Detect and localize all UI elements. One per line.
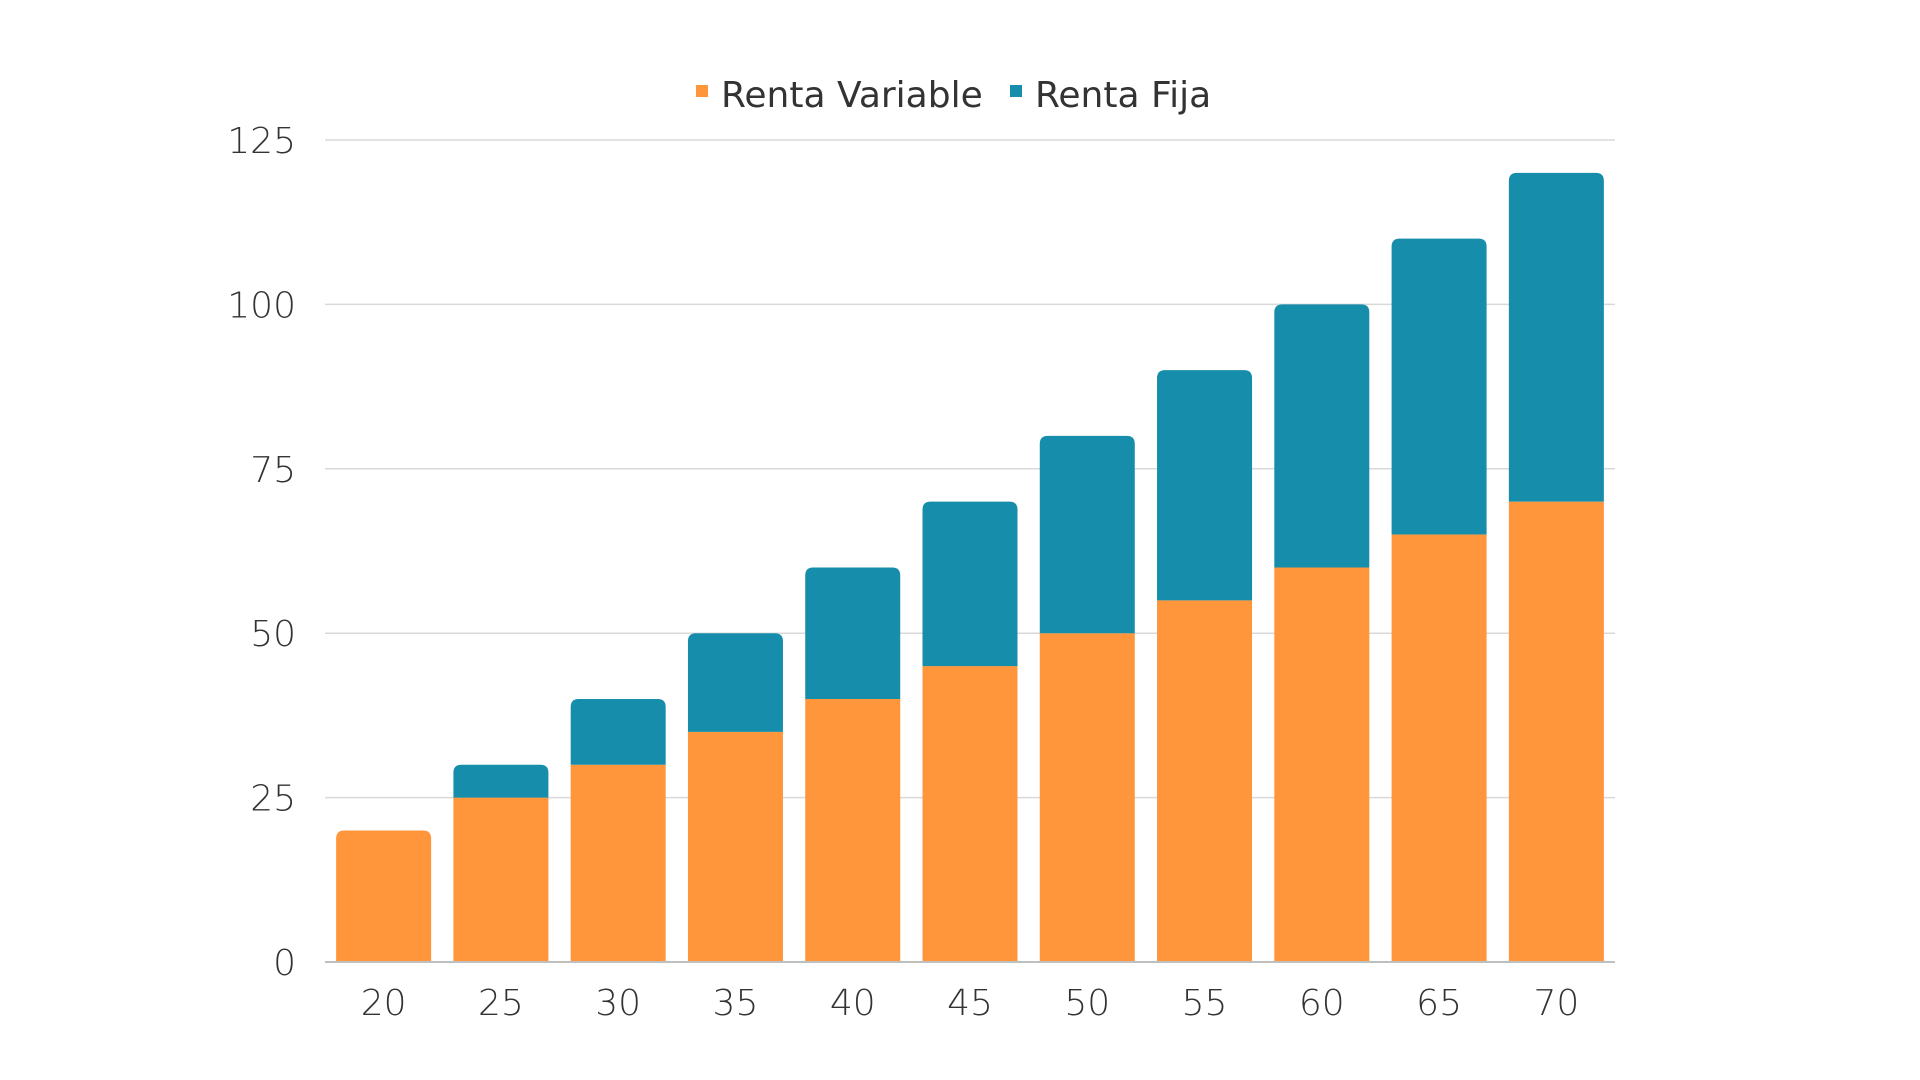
bar-renta-fija-35 (687, 633, 783, 732)
x-tick-label: 70 (1533, 983, 1579, 1024)
bar-renta-variable-35 (687, 731, 783, 962)
y-tick-label: 0 (273, 943, 296, 984)
bar-renta-fija-25 (453, 764, 549, 798)
x-tick-label: 55 (1182, 983, 1228, 1024)
x-tick-label: 50 (1064, 983, 1110, 1024)
bar-renta-fija-45 (922, 501, 1018, 667)
y-axis: 0 25 50 75 100 125 (227, 121, 296, 984)
y-tick-label: 75 (250, 450, 296, 491)
y-tick-label: 100 (227, 285, 296, 326)
x-tick-label: 45 (947, 983, 993, 1024)
bar-renta-variable-20 (336, 830, 432, 962)
bar-renta-fija-60 (1274, 304, 1370, 568)
bar-renta-variable-30 (570, 764, 666, 962)
y-tick-label: 25 (250, 779, 296, 820)
bar-renta-variable-50 (1039, 633, 1135, 962)
y-tick-label: 50 (250, 614, 296, 655)
legend-label-renta-fija: Renta Fija (1035, 75, 1211, 116)
bar-renta-fija-55 (1157, 370, 1253, 601)
bar-renta-variable-60 (1274, 567, 1370, 962)
bar-renta-fija-40 (805, 567, 901, 699)
bar-renta-variable-70 (1508, 501, 1604, 962)
bar-renta-fija-30 (570, 698, 666, 765)
y-tick-label: 125 (227, 121, 296, 162)
x-axis: 20 25 30 35 40 45 50 55 60 65 70 (325, 961, 1615, 1024)
legend-swatch-renta-fija (1010, 85, 1022, 97)
legend-label-renta-variable: Renta Variable (721, 75, 983, 116)
bar-renta-variable-40 (805, 698, 901, 962)
bar-renta-variable-25 (453, 797, 549, 962)
legend-swatch-renta-variable (696, 85, 708, 97)
bar-renta-variable-65 (1391, 534, 1487, 962)
bar-renta-fija-50 (1039, 435, 1135, 634)
x-tick-label: 40 (830, 983, 876, 1024)
x-tick-label: 60 (1299, 983, 1345, 1024)
x-tick-label: 25 (478, 983, 524, 1024)
x-tick-label: 65 (1416, 983, 1462, 1024)
x-tick-label: 20 (361, 983, 407, 1024)
bar-renta-fija-70 (1508, 172, 1604, 502)
x-tick-label: 30 (595, 983, 641, 1024)
bar-renta-variable-45 (922, 666, 1018, 962)
legend: Renta Variable Renta Fija (696, 75, 1211, 116)
bar-renta-fija-65 (1391, 238, 1487, 535)
x-tick-label: 35 (713, 983, 759, 1024)
bars (336, 172, 1604, 962)
bar-renta-variable-55 (1157, 600, 1253, 962)
